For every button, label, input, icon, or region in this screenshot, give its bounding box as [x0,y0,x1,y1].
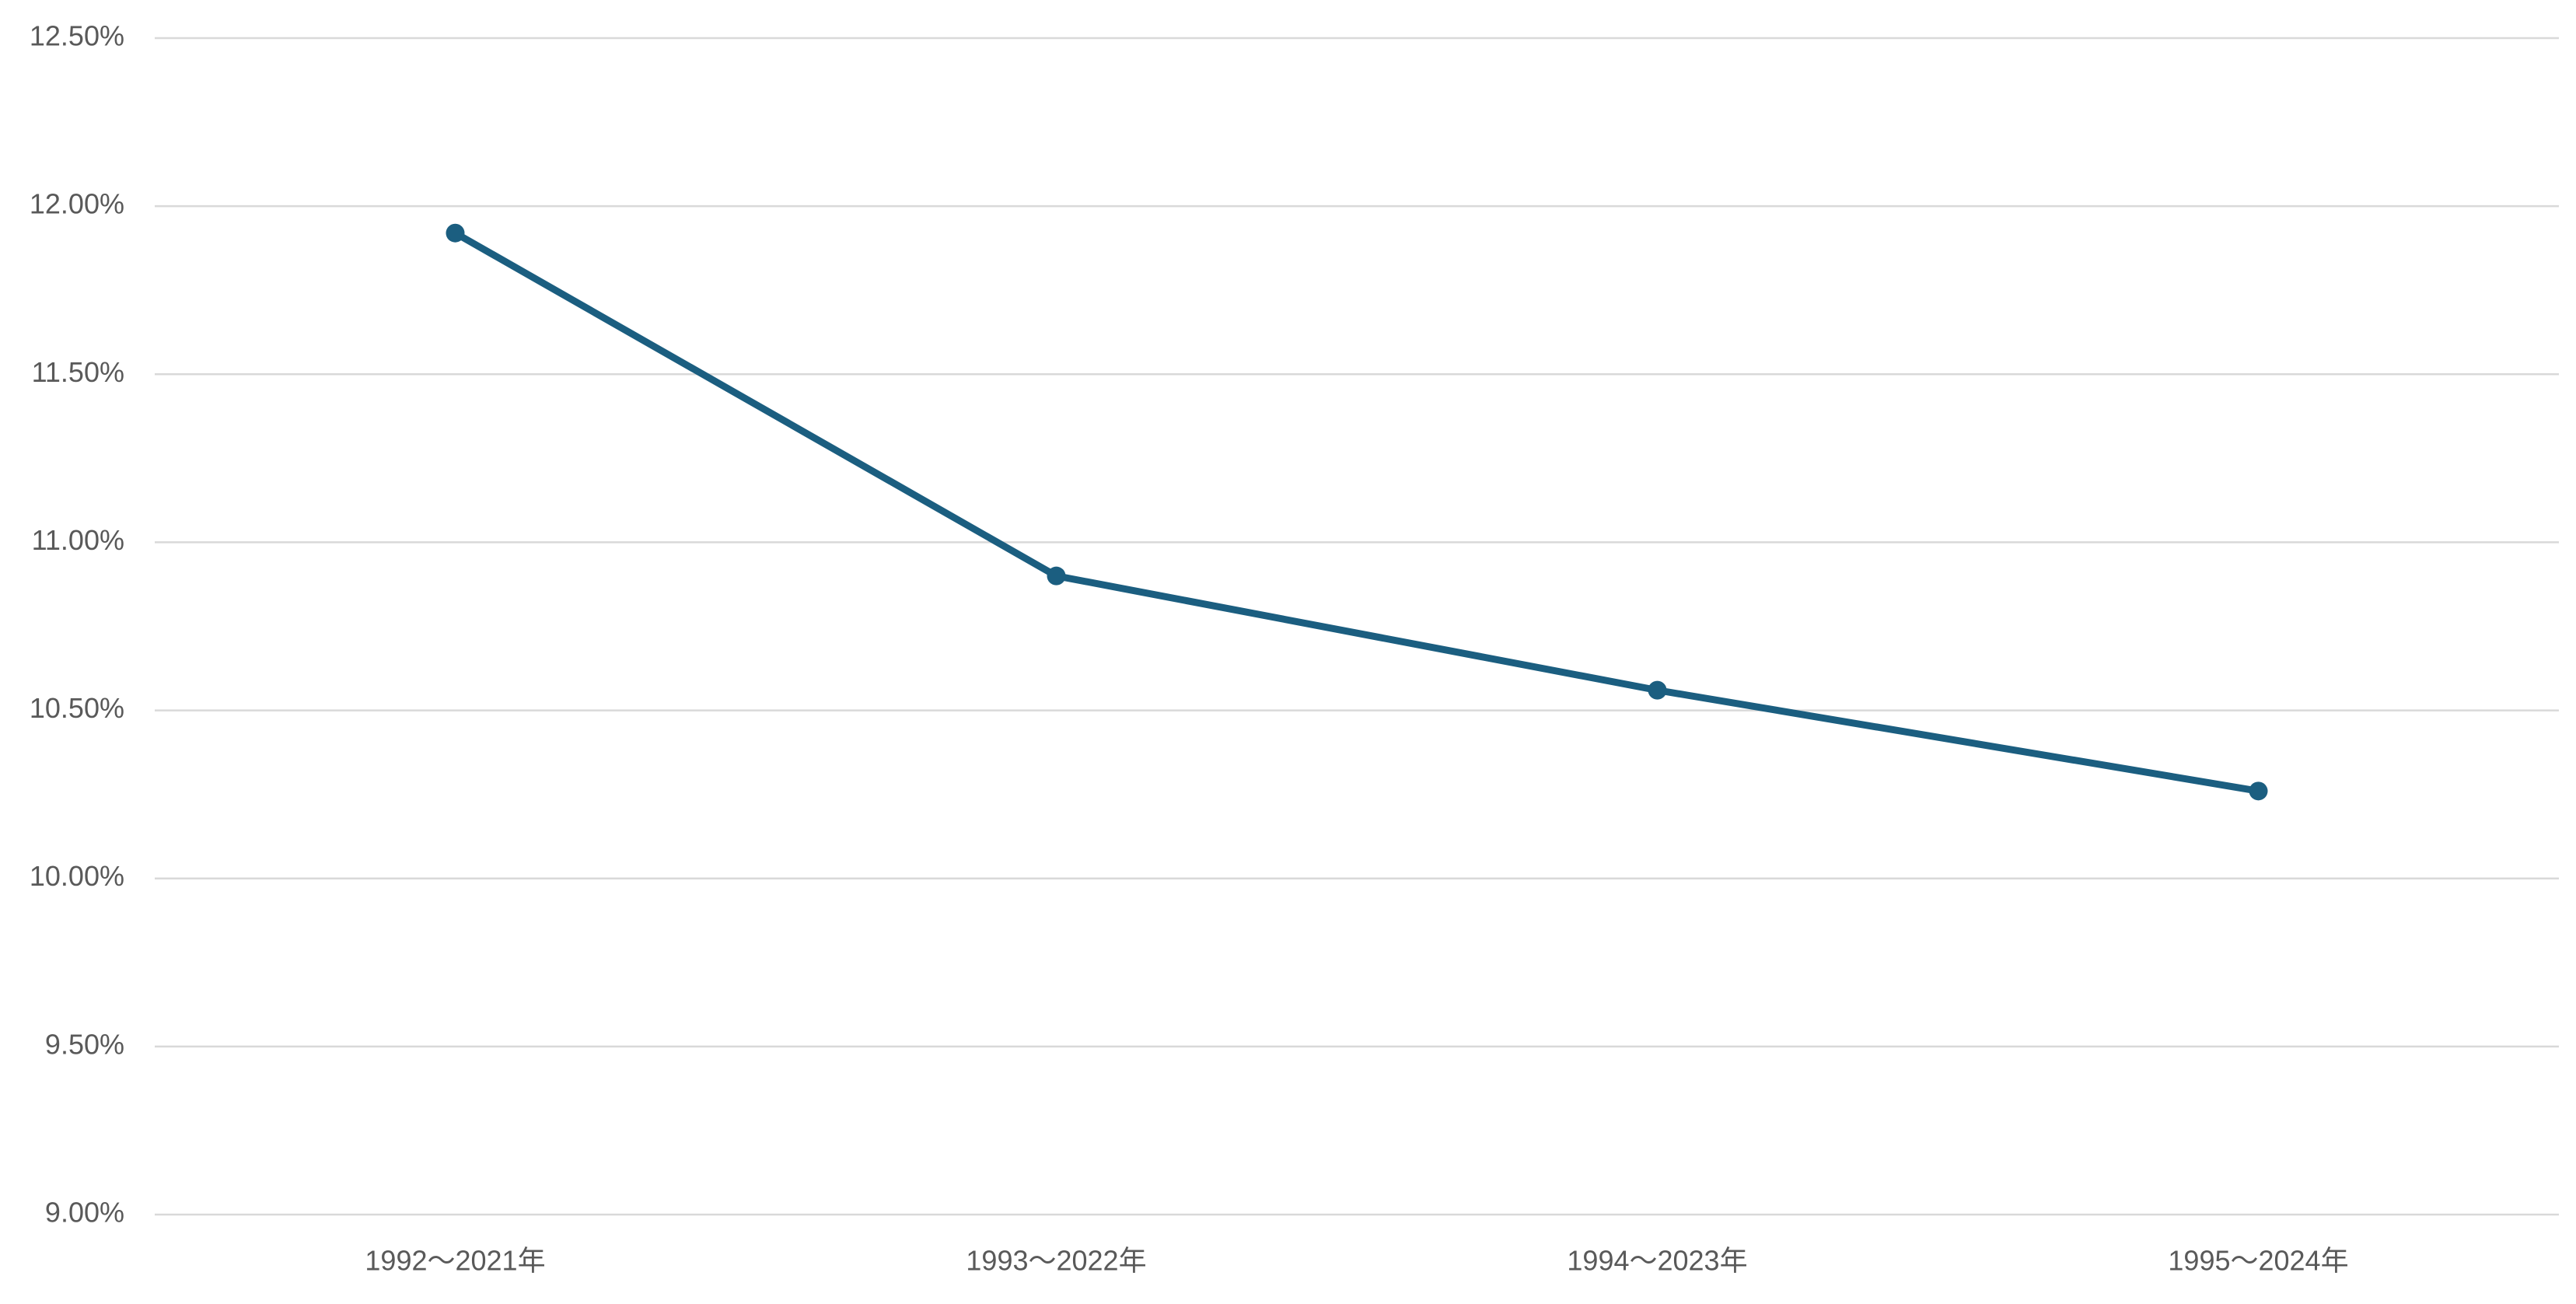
y-tick-label: 10.00% [30,860,124,892]
marker [2249,781,2268,801]
y-tick-label: 9.50% [45,1028,124,1060]
x-tick-label: 1992〜2021年 [365,1245,545,1277]
x-tick-label: 1995〜2024年 [2168,1245,2348,1277]
marker [1648,680,1667,700]
y-tick-label: 9.00% [45,1197,124,1229]
marker [1047,566,1066,586]
y-tick-label: 12.00% [30,188,124,220]
marker [446,223,465,243]
x-tick-label: 1994〜2023年 [1567,1245,1747,1277]
y-tick-label: 11.50% [32,356,124,388]
y-tick-label: 10.50% [30,692,124,724]
x-tick-label: 1993〜2022年 [966,1245,1146,1277]
y-tick-label: 11.00% [32,524,124,556]
line [453,229,2260,795]
y-tick-label: 12.50% [30,20,124,52]
